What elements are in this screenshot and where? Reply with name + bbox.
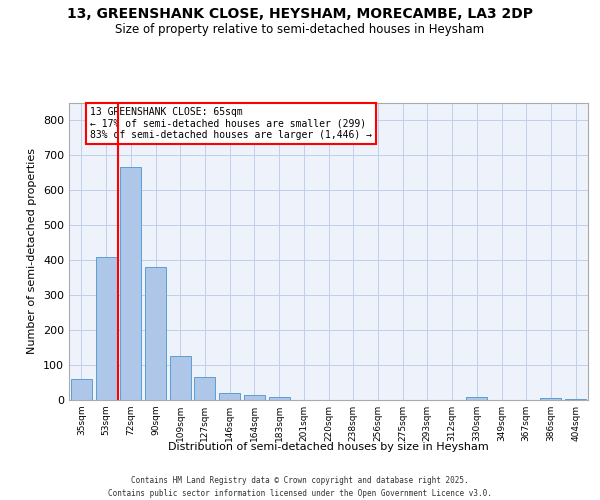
Bar	[244, 395, 265, 400]
Bar	[194, 377, 215, 400]
Bar	[95, 256, 116, 400]
Bar	[269, 396, 290, 400]
Text: 13, GREENSHANK CLOSE, HEYSHAM, MORECAMBE, LA3 2DP: 13, GREENSHANK CLOSE, HEYSHAM, MORECAMBE…	[67, 8, 533, 22]
Y-axis label: Number of semi-detached properties: Number of semi-detached properties	[28, 148, 37, 354]
Bar	[541, 398, 562, 400]
Bar	[466, 397, 487, 400]
Text: Contains HM Land Registry data © Crown copyright and database right 2025.
Contai: Contains HM Land Registry data © Crown c…	[108, 476, 492, 498]
Bar	[120, 168, 141, 400]
Bar	[170, 356, 191, 400]
Bar	[71, 379, 92, 400]
Bar	[145, 267, 166, 400]
Bar	[219, 393, 240, 400]
Text: 13 GREENSHANK CLOSE: 65sqm
← 17% of semi-detached houses are smaller (299)
83% o: 13 GREENSHANK CLOSE: 65sqm ← 17% of semi…	[90, 107, 372, 140]
Text: Size of property relative to semi-detached houses in Heysham: Size of property relative to semi-detach…	[115, 22, 485, 36]
Bar	[565, 399, 586, 400]
Text: Distribution of semi-detached houses by size in Heysham: Distribution of semi-detached houses by …	[169, 442, 489, 452]
